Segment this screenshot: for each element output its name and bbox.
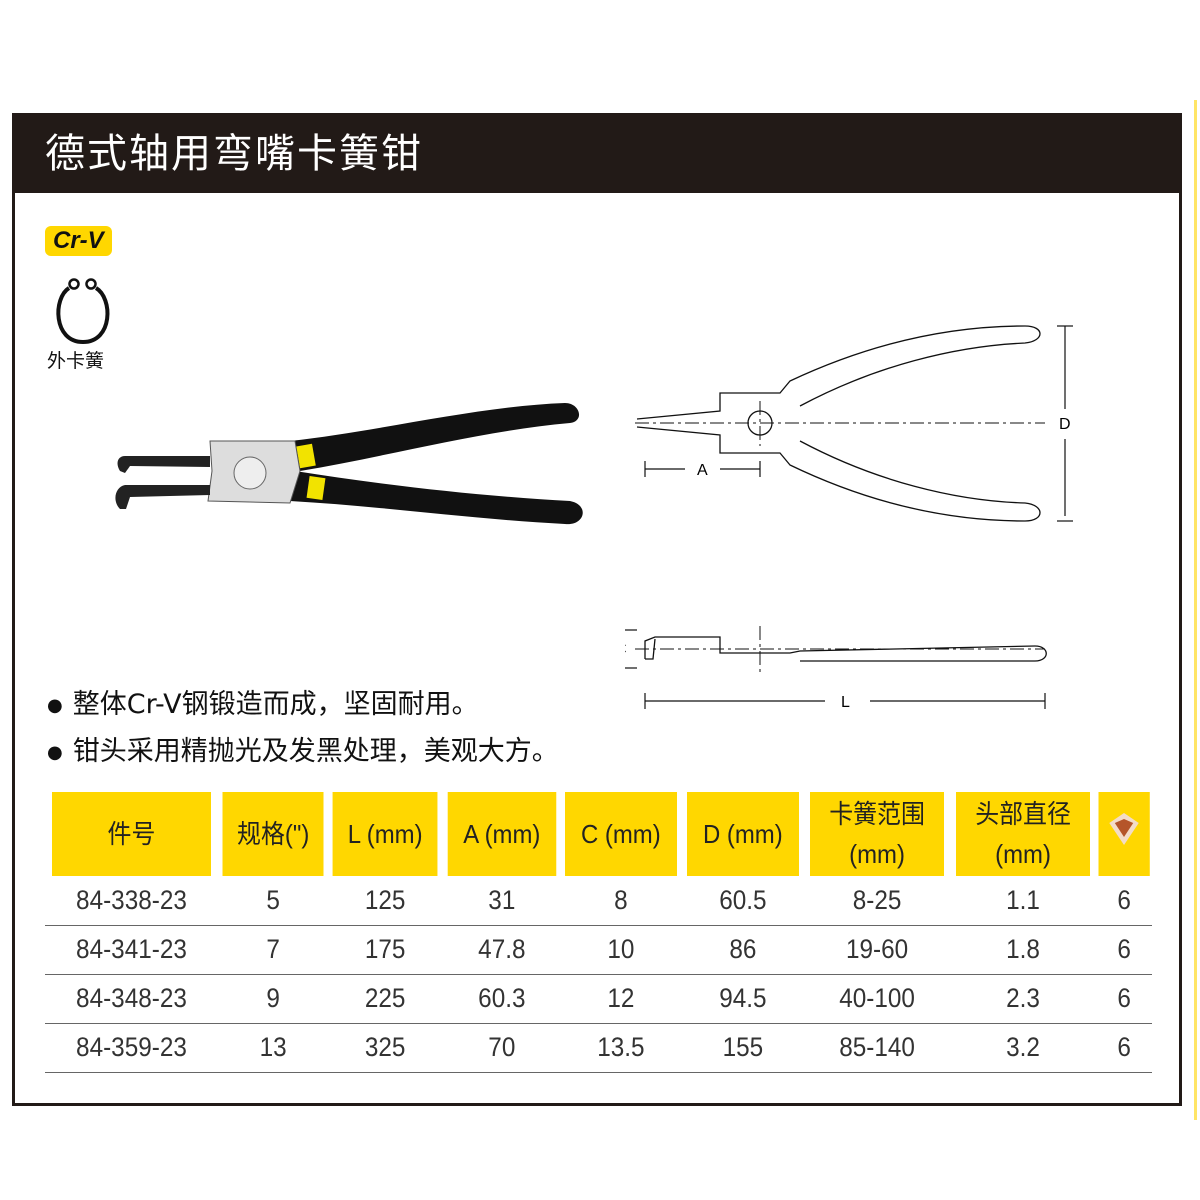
table-cell: 60.3 <box>448 974 555 1024</box>
table-cell: 7 <box>223 925 323 975</box>
table-row: 84-341-23 7 175 47.8 10 86 19-60 1.8 6 <box>45 925 1152 975</box>
table-cell: 6 <box>1098 925 1150 975</box>
table-cell: 84-359-23 <box>53 1023 210 1073</box>
col-a: A (mm) <box>447 792 556 876</box>
table-cell: 60.5 <box>687 876 798 926</box>
table-cell: 8 <box>566 876 676 926</box>
table-cell: 6 <box>1098 876 1150 926</box>
material-badge: Cr-V <box>45 226 112 256</box>
col-size: 规格(") <box>222 792 324 876</box>
label-a: A <box>697 462 708 479</box>
col-d: D (mm) <box>686 792 799 876</box>
table-cell: 2.3 <box>956 974 1089 1024</box>
col-c: C (mm) <box>565 792 678 876</box>
spec-table: 件号 规格(") L (mm) A (mm) C (mm) D (mm) 卡簧范… <box>45 792 1152 1073</box>
col-tip: 头部直径 (mm) <box>955 792 1090 876</box>
feature-item: 整体Cr-V钢锻造而成，坚固耐用。 <box>47 681 559 728</box>
table-cell: 9 <box>223 974 323 1024</box>
table-cell: 225 <box>333 974 437 1024</box>
table-cell: 125 <box>333 876 437 926</box>
pliers-photo <box>115 403 583 525</box>
feature-list: 整体Cr-V钢锻造而成，坚固耐用。 钳头采用精抛光及发黑处理，美观大方。 <box>47 681 559 775</box>
table-cell: 175 <box>333 925 437 975</box>
table-cell: 155 <box>687 1023 798 1073</box>
table-row: 84-338-23 5 125 31 8 60.5 8-25 1.1 6 <box>45 876 1152 926</box>
table-cell: 325 <box>333 1023 437 1073</box>
table-cell: 47.8 <box>448 925 555 975</box>
label-d: D <box>1059 416 1071 433</box>
table-cell: 1.1 <box>956 876 1089 926</box>
edge-line <box>1194 100 1197 1120</box>
table-row: 84-348-23 9 225 60.3 12 94.5 40-100 2.3 6 <box>45 974 1152 1024</box>
table-cell: 1.8 <box>956 925 1089 975</box>
product-sheet: 德式轴用弯嘴卡簧钳 Cr-V 外卡簧 <box>12 113 1182 1106</box>
col-range: 卡簧范围 (mm) <box>809 792 944 876</box>
table-cell: 6 <box>1098 974 1150 1024</box>
table-cell: 94.5 <box>687 974 798 1024</box>
table-cell: 86 <box>687 925 798 975</box>
col-part-no: 件号 <box>51 792 212 876</box>
table-cell: 84-341-23 <box>53 925 210 975</box>
table-cell: 70 <box>448 1023 555 1073</box>
table-cell: 3.2 <box>956 1023 1089 1073</box>
col-pack <box>1098 792 1150 876</box>
table-cell: 13.5 <box>566 1023 676 1073</box>
col-l: L (mm) <box>332 792 438 876</box>
feature-item: 钳头采用精抛光及发黑处理，美观大方。 <box>47 728 559 775</box>
table-cell: 85-140 <box>810 1023 943 1073</box>
label-c: C <box>625 641 627 658</box>
table-cell: 40-100 <box>810 974 943 1024</box>
table-cell: 12 <box>566 974 676 1024</box>
label-l: L <box>841 694 850 711</box>
page-title: 德式轴用弯嘴卡簧钳 <box>15 116 1179 193</box>
table-cell: 84-338-23 <box>53 876 210 926</box>
table-cell: 10 <box>566 925 676 975</box>
table-row: 84-359-23 13 325 70 13.5 155 85-140 3.2 6 <box>45 1023 1152 1073</box>
technical-drawing: A D C L <box>625 325 1073 711</box>
table-cell: 19-60 <box>810 925 943 975</box>
table-cell: 13 <box>223 1023 323 1073</box>
table-cell: 6 <box>1098 1023 1150 1073</box>
table-cell: 84-348-23 <box>53 974 210 1024</box>
table-cell: 31 <box>448 876 555 926</box>
table-cell: 5 <box>223 876 323 926</box>
table-cell: 8-25 <box>810 876 943 926</box>
box-icon <box>1109 812 1139 845</box>
circlip-icon <box>56 278 110 345</box>
ring-label: 外卡簧 <box>47 350 105 372</box>
